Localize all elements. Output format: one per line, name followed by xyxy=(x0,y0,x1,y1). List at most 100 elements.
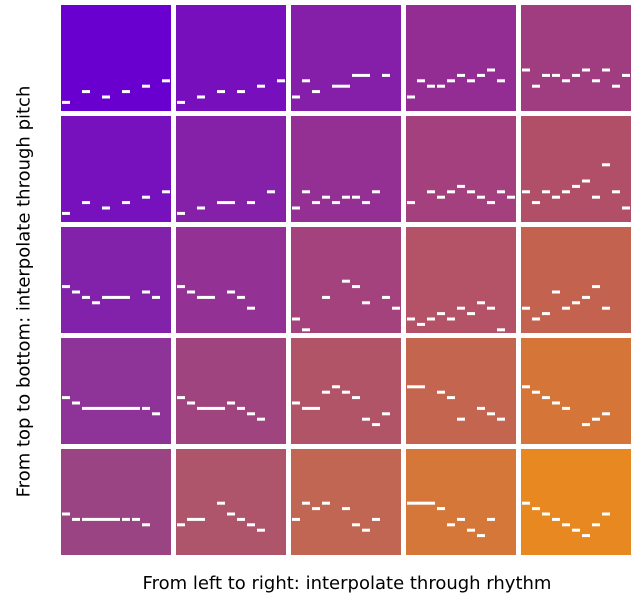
note-segment xyxy=(417,79,425,83)
note-segment xyxy=(407,95,415,99)
note-segment xyxy=(257,417,265,421)
note-segment xyxy=(237,295,245,299)
note-segment xyxy=(572,73,580,77)
note-segment xyxy=(362,201,370,205)
note-segment xyxy=(427,84,435,88)
note-segment xyxy=(522,385,530,389)
note-segment xyxy=(507,195,515,199)
note-segment xyxy=(552,517,560,521)
note-segment xyxy=(342,195,350,199)
panel-r2-c4 xyxy=(406,116,516,222)
panel-r4-c5 xyxy=(521,338,631,444)
note-segment xyxy=(487,306,495,310)
note-segment xyxy=(522,501,530,505)
note-segment xyxy=(82,406,140,410)
note-segment xyxy=(122,201,130,205)
y-axis-label: From top to bottom: interpolate through … xyxy=(13,85,35,498)
note-segment xyxy=(187,517,205,521)
note-segment xyxy=(612,190,620,194)
note-segment xyxy=(237,517,245,521)
panel-r2-c3 xyxy=(291,116,401,222)
panel-background xyxy=(406,227,516,333)
note-segment xyxy=(592,79,600,83)
note-segment xyxy=(477,301,485,305)
panel-background xyxy=(176,5,286,111)
panel-r1-c3 xyxy=(291,5,401,111)
note-segment xyxy=(407,501,435,505)
note-segment xyxy=(82,517,120,521)
note-segment xyxy=(257,84,265,88)
note-segment xyxy=(552,290,560,294)
note-segment xyxy=(382,295,390,299)
note-segment xyxy=(582,68,590,72)
note-segment xyxy=(457,517,465,521)
panel-background xyxy=(61,449,171,555)
panel-background xyxy=(61,116,171,222)
panel-r2-c1 xyxy=(61,116,171,222)
note-segment xyxy=(247,412,255,416)
note-segment xyxy=(217,90,225,94)
note-segment xyxy=(352,285,360,289)
note-segment xyxy=(532,84,540,88)
note-segment xyxy=(177,523,185,527)
note-segment xyxy=(542,396,550,400)
note-segment xyxy=(302,79,310,83)
note-segment xyxy=(437,84,445,88)
note-segment xyxy=(102,95,110,99)
note-segment xyxy=(322,195,330,199)
note-segment xyxy=(352,73,370,77)
panel-background xyxy=(176,227,286,333)
note-segment xyxy=(562,523,570,527)
note-segment xyxy=(447,79,455,83)
panel-r5-c5 xyxy=(521,449,631,555)
note-segment xyxy=(177,396,185,400)
panel-background xyxy=(521,116,631,222)
panel-background xyxy=(61,338,171,444)
note-segment xyxy=(217,201,235,205)
note-segment xyxy=(72,517,80,521)
note-segment xyxy=(332,385,340,389)
note-segment xyxy=(142,290,150,294)
panel-r3-c2 xyxy=(176,227,286,333)
note-segment xyxy=(457,184,465,188)
note-segment xyxy=(302,406,320,410)
note-segment xyxy=(72,401,80,405)
note-segment xyxy=(427,317,435,321)
note-segment xyxy=(62,211,70,215)
note-segment xyxy=(132,517,140,521)
note-segment xyxy=(592,523,600,527)
note-segment xyxy=(552,195,560,199)
note-segment xyxy=(217,501,225,505)
panel-r3-c1 xyxy=(61,227,171,333)
note-segment xyxy=(477,195,485,199)
note-segment xyxy=(477,73,485,77)
note-segment xyxy=(487,201,495,205)
panel-background xyxy=(406,338,516,444)
panel-background xyxy=(406,5,516,111)
note-segment xyxy=(292,401,300,405)
note-segment xyxy=(177,100,185,104)
note-segment xyxy=(372,423,380,427)
note-segment xyxy=(612,84,620,88)
note-segment xyxy=(497,79,505,83)
note-segment xyxy=(392,306,400,310)
note-segment xyxy=(197,95,205,99)
note-segment xyxy=(352,396,360,400)
note-segment xyxy=(302,190,310,194)
panel-background xyxy=(291,116,401,222)
note-segment xyxy=(407,201,415,205)
panel-r1-c4 xyxy=(406,5,516,111)
note-segment xyxy=(582,423,590,427)
note-segment xyxy=(187,401,195,405)
note-segment xyxy=(487,68,495,72)
note-segment xyxy=(382,412,390,416)
note-segment xyxy=(437,195,445,199)
note-segment xyxy=(302,328,310,332)
note-segment xyxy=(437,312,445,316)
note-segment xyxy=(82,90,90,94)
panel-background xyxy=(176,338,286,444)
note-segment xyxy=(572,301,580,305)
note-segment xyxy=(247,523,255,527)
note-segment xyxy=(417,322,425,326)
